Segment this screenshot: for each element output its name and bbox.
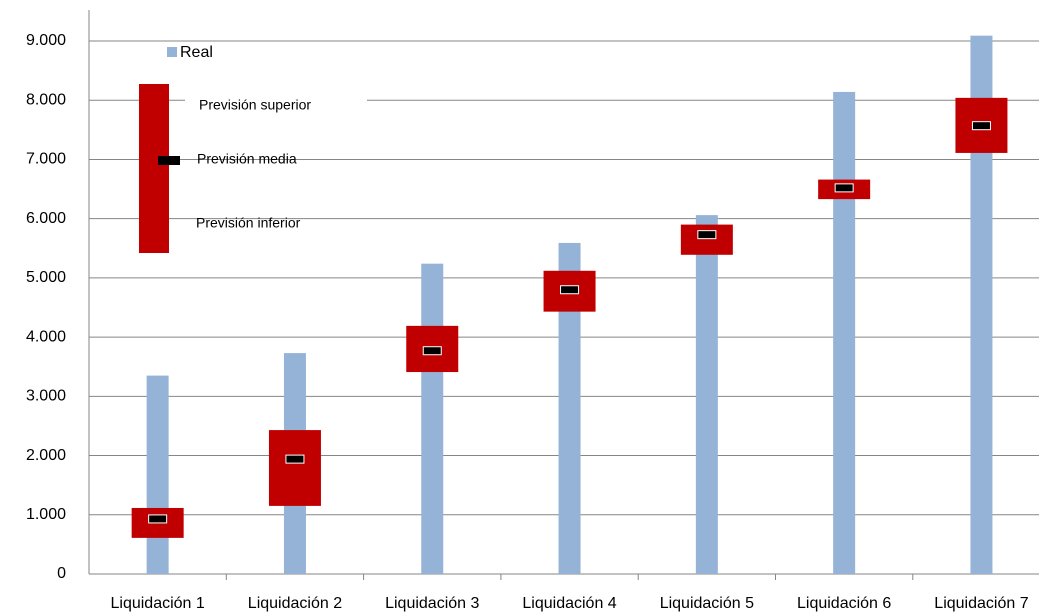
legend-label: Previsión media [197, 151, 297, 167]
y-tick-label: 7.000 [26, 151, 66, 168]
forecast-mean [148, 514, 168, 524]
x-tick-label: Liquidación 1 [111, 595, 205, 612]
x-tick-label: Liquidación 4 [522, 595, 616, 612]
x-tick-label: Liquidación 7 [934, 595, 1028, 612]
x-tick-label: Liquidación 5 [660, 595, 754, 612]
legend-swatch [167, 47, 177, 57]
legend-swatch [158, 156, 180, 165]
legend-label: Previsión inferior [196, 215, 301, 231]
x-tick-label: Liquidación 3 [385, 595, 479, 612]
legend-swatch [139, 84, 169, 253]
bar [833, 91, 856, 574]
forecast-range [680, 224, 733, 255]
forecast-mean [697, 230, 717, 240]
x-tick-label: Liquidación 2 [248, 595, 342, 612]
bar [421, 263, 444, 574]
bar [970, 35, 993, 575]
y-tick-label: 8.000 [26, 91, 66, 108]
y-tick-label: 2.000 [26, 447, 66, 464]
forecast-mean [285, 454, 305, 464]
y-tick-label: 0 [57, 565, 66, 582]
bar [695, 215, 718, 574]
forecast-mean [560, 285, 580, 295]
forecast-mean [422, 346, 442, 356]
legend-bg [185, 92, 367, 110]
legend-label: Real [180, 44, 213, 61]
bar [558, 242, 581, 574]
y-tick-label: 9.000 [26, 32, 66, 49]
forecast-mean [971, 121, 991, 131]
bar [146, 375, 169, 574]
y-tick-label: 3.000 [26, 388, 66, 405]
forecast-range [268, 430, 321, 506]
y-tick-label: 5.000 [26, 269, 66, 286]
y-tick-label: 1.000 [26, 506, 66, 523]
forecast-mean [834, 183, 854, 193]
y-tick-label: 4.000 [26, 328, 66, 345]
y-tick-label: 6.000 [26, 210, 66, 227]
legend-label: Previsión superior [199, 97, 311, 113]
x-tick-label: Liquidación 6 [797, 595, 891, 612]
